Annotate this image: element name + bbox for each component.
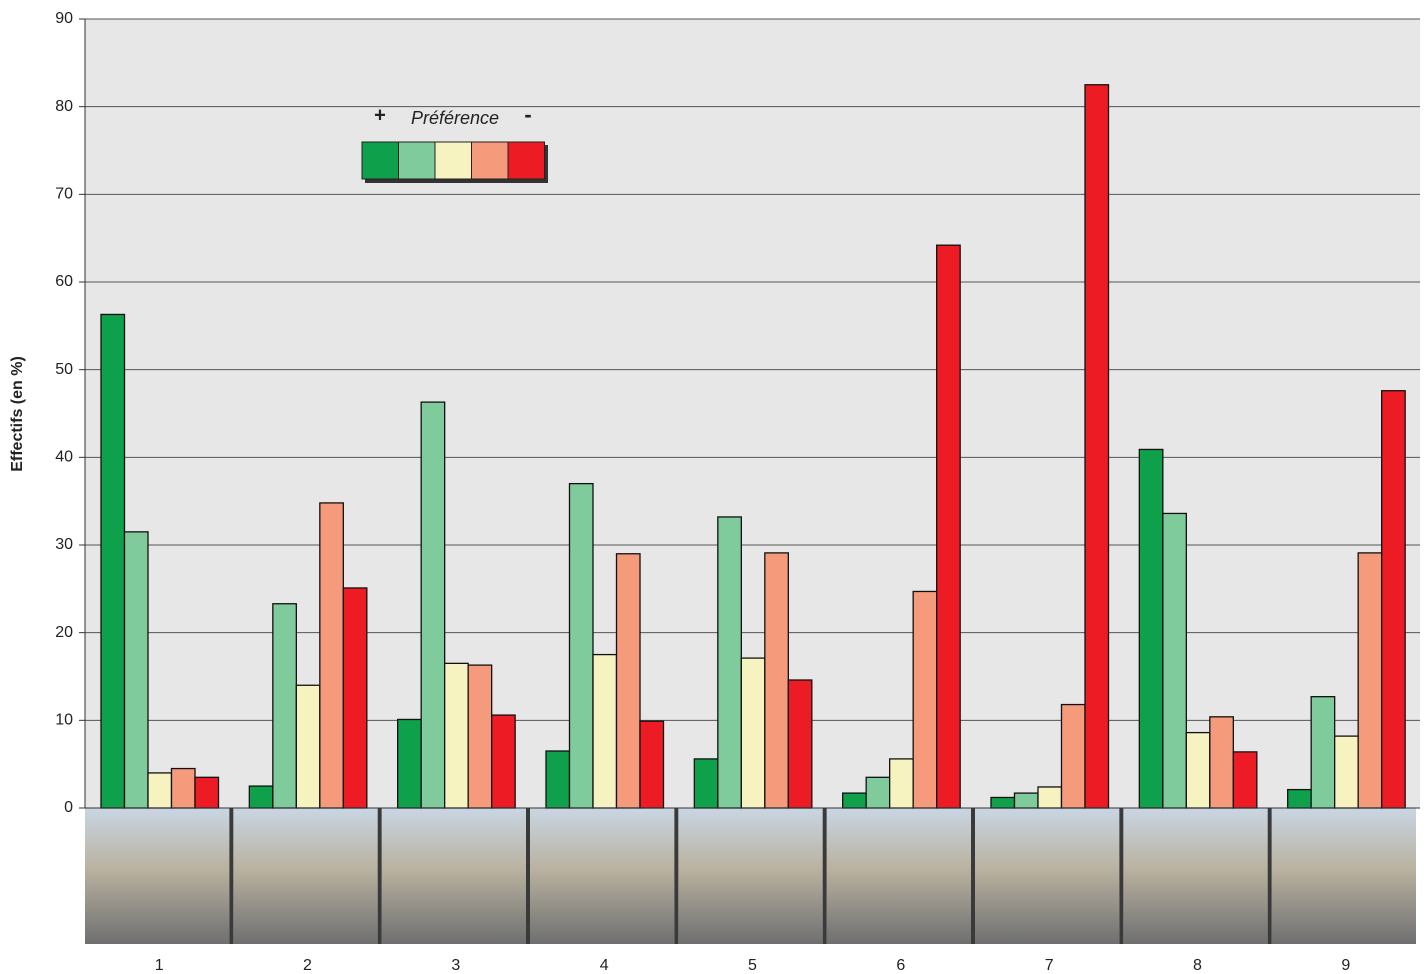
x-tick-label: 2 [303, 957, 312, 974]
bar [717, 516, 742, 809]
bar [568, 482, 594, 809]
y-axis-label: Effectifs (en %) [9, 356, 26, 472]
legend-minus: - [524, 102, 531, 127]
photo [381, 808, 526, 944]
bar [272, 603, 297, 809]
bar [397, 718, 422, 809]
photo-separator [1119, 808, 1124, 944]
bar [420, 401, 446, 809]
bar [764, 552, 789, 809]
bar [1357, 552, 1383, 809]
y-tick-label: 60 [55, 273, 73, 290]
bar [1013, 792, 1039, 809]
bar [1209, 716, 1234, 809]
bar [740, 657, 766, 809]
bar [1232, 751, 1258, 809]
photo-separator [822, 808, 827, 944]
bar [912, 590, 938, 809]
photo-separator [674, 808, 679, 944]
photo [85, 808, 230, 944]
y-tick-label: 20 [55, 624, 73, 641]
photo [530, 808, 675, 944]
bar [194, 776, 220, 809]
y-tick-label: 0 [64, 799, 73, 816]
bar [615, 553, 641, 809]
x-tick-label: 9 [1341, 957, 1350, 974]
bar [842, 792, 867, 809]
bar [123, 531, 149, 809]
x-tick-label: 7 [1045, 957, 1054, 974]
bar [491, 714, 516, 809]
bar [1162, 512, 1187, 809]
bar [319, 502, 344, 809]
bar [592, 653, 618, 809]
y-tick-label: 40 [55, 449, 73, 466]
photo-separator [526, 808, 530, 944]
bar [639, 720, 665, 809]
bar [1037, 786, 1063, 809]
bar [936, 244, 961, 809]
photo-separator [1267, 808, 1272, 944]
y-tick-label: 50 [55, 361, 73, 378]
y-tick-label: 90 [55, 10, 73, 27]
legend-swatch [471, 141, 509, 180]
bar [1138, 448, 1164, 809]
photo [1123, 808, 1268, 944]
bar [787, 679, 813, 809]
bar [1185, 731, 1211, 809]
y-tick-label: 80 [55, 98, 73, 115]
photo-separator [377, 808, 382, 944]
bar [1334, 735, 1359, 809]
bar [170, 767, 196, 809]
bar [1060, 703, 1086, 809]
bar [693, 758, 719, 809]
legend-swatch [398, 141, 436, 180]
bar [889, 758, 914, 809]
bar [1310, 696, 1336, 809]
bar [1084, 84, 1110, 809]
legend-title: Préférence [411, 108, 499, 128]
photo-separator [971, 808, 975, 944]
bar [545, 750, 571, 809]
bar [990, 796, 1016, 809]
x-tick-label: 8 [1193, 957, 1202, 974]
photo [975, 808, 1120, 944]
bar [444, 662, 469, 809]
legend-swatch [361, 141, 399, 180]
bar [467, 664, 493, 809]
photo [233, 808, 378, 944]
bar [100, 313, 126, 809]
y-tick-label: 30 [55, 536, 73, 553]
legend-swatch [434, 141, 472, 180]
bar [342, 587, 368, 809]
bar [1381, 390, 1406, 809]
photo [1271, 808, 1416, 944]
bar [248, 785, 274, 809]
bar [295, 684, 321, 809]
x-tick-label: 3 [451, 957, 460, 974]
x-tick-label: 6 [896, 957, 905, 974]
photo-separator [229, 808, 234, 944]
bar [1287, 788, 1312, 809]
bar [865, 776, 891, 809]
x-tick-label: 1 [155, 957, 164, 974]
legend-plus: + [374, 104, 386, 126]
photo [678, 808, 823, 944]
photo [826, 808, 971, 944]
bar [147, 772, 173, 809]
y-tick-label: 10 [55, 712, 73, 729]
y-tick-label: 70 [55, 186, 73, 203]
x-tick-label: 5 [748, 957, 757, 974]
legend-swatch [507, 141, 545, 180]
x-tick-label: 4 [600, 957, 609, 974]
